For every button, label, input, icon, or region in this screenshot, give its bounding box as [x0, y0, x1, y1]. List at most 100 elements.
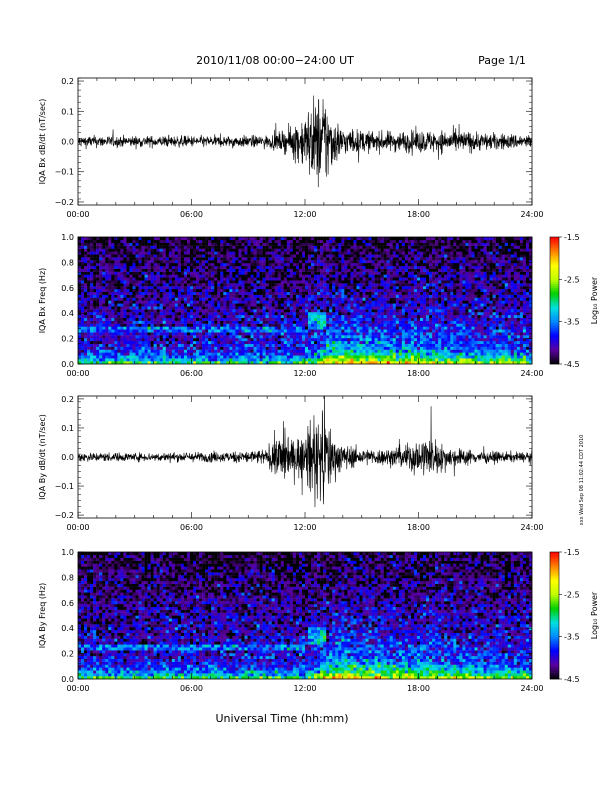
spectrogram-cell	[329, 271, 333, 275]
spectrogram-cell	[259, 274, 263, 278]
spectrogram-cell	[223, 323, 227, 327]
spectrogram-cell	[99, 343, 103, 347]
spectrogram-cell	[153, 314, 157, 319]
spectrogram-cell	[392, 306, 396, 310]
spectrogram-cell	[371, 277, 375, 281]
spectrogram-cell	[238, 248, 242, 252]
spectrogram-cell	[398, 262, 403, 267]
spectrogram-cell	[265, 239, 269, 243]
spectrogram-cell	[180, 242, 185, 246]
spectrogram-cell	[329, 323, 333, 327]
spectrogram-cell	[196, 309, 200, 313]
spectrogram-cell	[132, 277, 136, 281]
spectrogram-cell	[401, 346, 406, 350]
spectrogram-cell	[114, 251, 118, 255]
spectrogram-cell	[235, 312, 239, 316]
spectrogram-cell	[180, 251, 185, 255]
spectrogram-cell	[165, 291, 169, 295]
spectrogram-cell	[174, 309, 179, 313]
spectrogram-cell	[353, 335, 357, 339]
spectrogram-cell	[374, 245, 378, 249]
spectrogram-cell	[250, 260, 254, 264]
spectrogram-cell	[298, 312, 303, 316]
spectrogram-cell	[253, 294, 257, 298]
spectrogram-cell	[93, 254, 97, 258]
spectrogram-cell	[371, 248, 375, 252]
spectrogram-cell	[114, 239, 118, 243]
spectrogram-cell	[371, 294, 375, 298]
spectrogram-cell	[332, 303, 336, 307]
spectrogram-cell	[389, 326, 393, 330]
spectrogram-cell	[102, 343, 106, 347]
spectrogram-cell	[308, 254, 312, 258]
spectrogram-cell	[383, 335, 387, 339]
spectrogram-cell	[286, 280, 291, 284]
spectrogram-cell	[168, 343, 173, 347]
spectrogram-cell	[141, 335, 145, 339]
spectrogram-cell	[180, 257, 185, 261]
spectrogram-cell	[177, 291, 182, 295]
spectrogram-cell	[389, 361, 393, 365]
spectrogram-cell	[250, 268, 254, 272]
spectrogram-cell	[199, 297, 203, 301]
spectrogram-cell	[250, 361, 254, 365]
spectrogram-cell	[168, 358, 173, 362]
spectrogram-cell	[102, 254, 106, 258]
spectrogram-cell	[320, 237, 324, 241]
spectrogram-cell	[165, 277, 169, 281]
spectrogram-cell	[314, 245, 318, 249]
spectrogram-cell	[183, 355, 188, 359]
spectrogram-cell	[235, 286, 239, 290]
spectrogram-cell	[123, 361, 127, 365]
spectrogram-cell	[87, 349, 91, 353]
spectrogram-cell	[356, 335, 360, 339]
spectrogram-cell	[147, 274, 151, 278]
spectrogram-cell	[189, 257, 194, 261]
spectrogram-cell	[301, 323, 306, 327]
spectrogram-cell	[247, 352, 251, 356]
spectrogram-cell	[147, 317, 151, 321]
spectrogram-cell	[401, 242, 406, 246]
spectrogram-cell	[214, 326, 218, 330]
spectrogram-cell	[186, 343, 191, 347]
spectrogram-cell	[338, 260, 342, 264]
spectrogram-cell	[150, 361, 154, 365]
spectrogram-cell	[326, 300, 330, 304]
spectrogram-cell	[317, 335, 321, 339]
spectrogram-cell	[359, 300, 363, 304]
spectrogram-cell	[186, 288, 191, 293]
spectrogram-cell	[274, 283, 278, 287]
spectrogram-cell	[189, 323, 194, 327]
spectrogram-cell	[392, 297, 396, 301]
spectrogram-cell	[389, 306, 393, 310]
spectrogram-cell	[126, 335, 130, 339]
spectrogram-cell	[244, 265, 248, 269]
spectrogram-cell	[99, 283, 103, 287]
spectrogram-cell	[283, 349, 288, 353]
spectrogram-cell	[286, 297, 291, 301]
spectrogram-cell	[398, 361, 403, 365]
spectrogram-cell	[162, 294, 166, 298]
spectrogram-cell	[317, 314, 321, 319]
spectrogram-cell	[286, 260, 291, 264]
spectrogram-cell	[335, 251, 339, 255]
spectrogram-cell	[205, 277, 209, 281]
spectrogram-cell	[199, 338, 203, 342]
spectrogram-cell	[171, 265, 176, 269]
spectrogram-cell	[283, 251, 288, 255]
spectrogram-cell	[229, 309, 233, 313]
spectrogram-cell	[320, 277, 324, 281]
spectrogram-cell	[253, 309, 257, 313]
spectrogram-cell	[174, 349, 179, 353]
spectrogram-cell	[120, 248, 124, 252]
spectrogram-cell	[271, 303, 275, 307]
spectrogram-cell	[223, 277, 227, 281]
spectrogram-cell	[168, 294, 173, 298]
spectrogram-cell	[232, 237, 236, 241]
spectrogram-cell	[96, 314, 100, 319]
spectrogram-cell	[81, 277, 85, 281]
spectrogram-cell	[398, 286, 403, 290]
spectrogram-cell	[344, 294, 348, 298]
spectrogram-cell	[371, 300, 375, 304]
spectrogram-cell	[186, 346, 191, 350]
